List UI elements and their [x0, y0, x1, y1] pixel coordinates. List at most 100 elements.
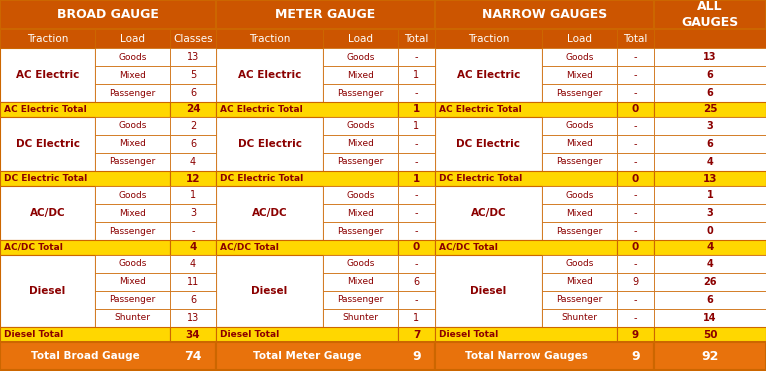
Bar	[617, 171, 654, 186]
Bar	[435, 186, 542, 240]
Bar	[323, 153, 398, 171]
Text: DC Electric: DC Electric	[15, 139, 80, 149]
Bar	[542, 204, 617, 222]
Text: ALL
GAUGES: ALL GAUGES	[682, 0, 738, 29]
Text: -: -	[633, 313, 637, 323]
Bar	[654, 240, 766, 255]
Bar	[617, 102, 654, 117]
Text: Traction: Traction	[249, 33, 290, 43]
Bar	[170, 327, 216, 342]
Text: -: -	[633, 70, 637, 80]
Bar	[617, 29, 654, 48]
Text: Diesel Total: Diesel Total	[4, 330, 64, 339]
Text: 92: 92	[702, 349, 719, 362]
Text: 25: 25	[702, 105, 717, 115]
Bar	[0, 29, 95, 48]
Bar	[216, 102, 398, 117]
Text: Goods: Goods	[565, 259, 594, 269]
Bar	[617, 135, 654, 153]
Bar	[323, 273, 398, 291]
Text: -: -	[414, 208, 418, 218]
Text: 2: 2	[190, 121, 196, 131]
Text: Total: Total	[404, 33, 429, 43]
Bar	[617, 240, 654, 255]
Text: AC Electric Total: AC Electric Total	[220, 105, 303, 114]
Text: 1: 1	[414, 313, 420, 323]
Text: 3: 3	[706, 208, 713, 218]
Bar	[398, 255, 435, 273]
Bar	[542, 309, 617, 327]
Bar	[398, 84, 435, 102]
Bar	[216, 327, 398, 342]
Text: DC Electric: DC Electric	[237, 139, 302, 149]
Bar	[435, 255, 542, 327]
Text: Total Broad Gauge: Total Broad Gauge	[31, 351, 139, 361]
Bar	[617, 222, 654, 240]
Bar	[654, 309, 766, 327]
Bar	[95, 204, 170, 222]
Bar	[216, 342, 435, 370]
Text: 9: 9	[412, 349, 421, 362]
Bar	[398, 135, 435, 153]
Text: -: -	[633, 226, 637, 236]
Bar	[323, 309, 398, 327]
Text: AC Electric: AC Electric	[457, 70, 520, 80]
Text: AC/DC Total: AC/DC Total	[220, 243, 279, 252]
Bar	[170, 204, 216, 222]
Bar	[617, 291, 654, 309]
Text: Diesel: Diesel	[29, 286, 66, 296]
Text: -: -	[633, 157, 637, 167]
Bar	[398, 171, 435, 186]
Bar	[654, 273, 766, 291]
Bar	[323, 291, 398, 309]
Bar	[323, 48, 398, 66]
Text: 4: 4	[189, 243, 197, 253]
Bar	[95, 135, 170, 153]
Bar	[398, 222, 435, 240]
Text: Mixed: Mixed	[119, 70, 146, 79]
Text: Diesel: Diesel	[470, 286, 506, 296]
Text: Total Meter Gauge: Total Meter Gauge	[253, 351, 362, 361]
Text: -: -	[414, 190, 418, 200]
Text: -: -	[414, 139, 418, 149]
Text: AC/DC: AC/DC	[30, 208, 65, 218]
Text: 5: 5	[190, 70, 196, 80]
Bar	[323, 66, 398, 84]
Text: 3: 3	[190, 208, 196, 218]
Text: Mixed: Mixed	[566, 139, 593, 148]
Bar	[435, 342, 654, 370]
Text: 1: 1	[706, 190, 713, 200]
Bar	[617, 84, 654, 102]
Bar	[170, 48, 216, 66]
Text: 26: 26	[703, 277, 717, 287]
Text: 6: 6	[414, 277, 420, 287]
Text: 6: 6	[706, 70, 713, 80]
Bar	[654, 342, 766, 370]
Bar	[323, 117, 398, 135]
Text: 13: 13	[187, 313, 199, 323]
Text: BROAD GAUGE: BROAD GAUGE	[57, 8, 159, 21]
Bar	[654, 327, 766, 342]
Text: 4: 4	[190, 157, 196, 167]
Text: Goods: Goods	[346, 190, 375, 200]
Bar	[617, 48, 654, 66]
Bar	[323, 186, 398, 204]
Text: 50: 50	[702, 329, 717, 339]
Text: -: -	[633, 52, 637, 62]
Bar	[542, 48, 617, 66]
Text: Goods: Goods	[118, 53, 146, 62]
Bar	[170, 273, 216, 291]
Text: Goods: Goods	[118, 121, 146, 131]
Bar	[542, 153, 617, 171]
Text: Total Narrow Gauges: Total Narrow Gauges	[464, 351, 588, 361]
Text: AC/DC: AC/DC	[252, 208, 287, 218]
Bar	[216, 255, 323, 327]
Text: Mixed: Mixed	[347, 139, 374, 148]
Text: AC Electric: AC Electric	[16, 70, 79, 80]
Bar	[654, 117, 766, 135]
Text: 14: 14	[703, 313, 717, 323]
Text: DC Electric: DC Electric	[457, 139, 521, 149]
Text: -: -	[414, 157, 418, 167]
Text: Passenger: Passenger	[337, 227, 384, 236]
Text: Passenger: Passenger	[110, 295, 155, 305]
